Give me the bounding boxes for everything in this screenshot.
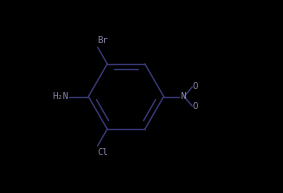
Text: N: N <box>180 92 185 101</box>
Text: O: O <box>193 82 198 91</box>
Text: O: O <box>193 102 198 111</box>
Text: Br: Br <box>98 36 108 45</box>
Text: Cl: Cl <box>98 148 108 157</box>
Text: H₂N: H₂N <box>52 92 68 101</box>
